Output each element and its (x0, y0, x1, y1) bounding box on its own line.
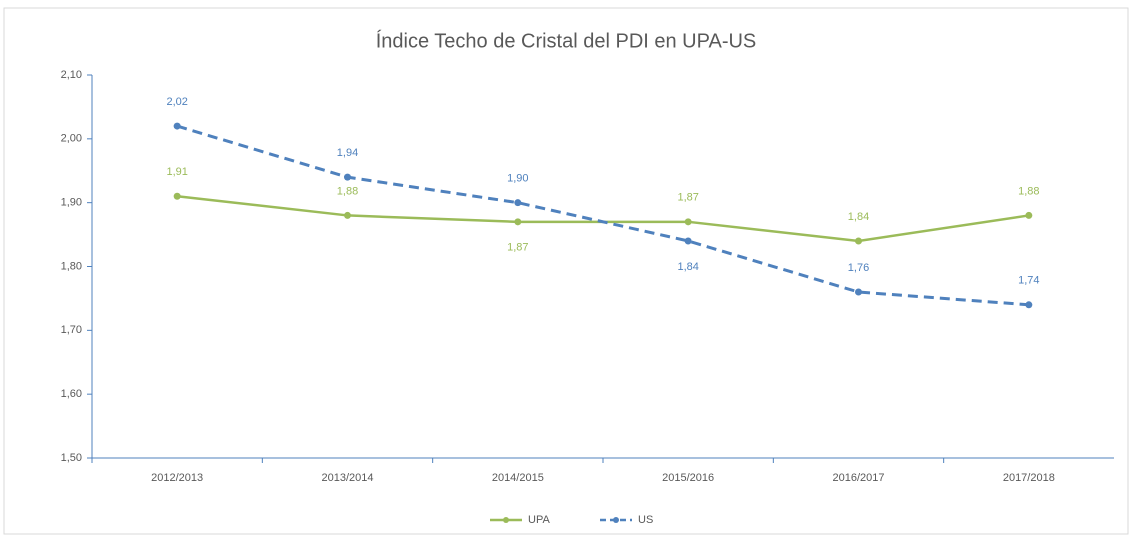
point (344, 211, 351, 219)
point (1025, 211, 1033, 219)
y-tick-label: 1,90 (61, 197, 82, 209)
value-label: 1,76 (848, 262, 869, 274)
x-tick-label: 2014/2015 (492, 472, 544, 484)
x-tick-label: 2015/2016 (662, 472, 714, 484)
legend-label: US (638, 514, 653, 526)
value-label: 1,90 (507, 173, 528, 185)
y-tick-label: 1,70 (61, 324, 82, 336)
legend-marker (503, 517, 509, 523)
y-tick-label: 2,00 (61, 133, 82, 145)
value-label: 1,87 (677, 192, 698, 204)
y-tick-label: 1,60 (61, 388, 82, 400)
value-label: 1,88 (337, 185, 358, 197)
value-label: 1,84 (677, 261, 698, 273)
x-tick-label: 2016/2017 (833, 472, 885, 484)
value-label: 2,02 (166, 96, 187, 108)
x-tick-label: 2017/2018 (1003, 472, 1055, 484)
legend-marker (613, 517, 619, 523)
point (514, 199, 522, 207)
point (855, 237, 862, 245)
series-line (176, 124, 1029, 307)
point (684, 237, 692, 245)
value-label: 1,87 (507, 242, 528, 254)
point (684, 218, 692, 226)
chart-title: Índice Techo de Cristal del PDI en UPA-U… (376, 29, 757, 52)
y-tick-label: 1,80 (61, 260, 82, 272)
x-tick-label: 2013/2014 (322, 472, 374, 484)
value-label: 1,74 (1018, 275, 1039, 287)
point (173, 122, 181, 130)
x-tick-label: 2012/2013 (151, 472, 203, 484)
point (173, 192, 181, 200)
legend-label: UPA (528, 514, 550, 526)
point (855, 288, 862, 296)
point (344, 173, 351, 181)
y-tick-label: 2,10 (61, 69, 82, 81)
value-label: 1,88 (1018, 185, 1039, 197)
value-label: 1,91 (166, 166, 187, 178)
value-label: 1,84 (848, 211, 869, 223)
point (1025, 301, 1033, 309)
value-label: 1,94 (337, 147, 358, 159)
point (514, 218, 522, 226)
y-tick-label: 1,50 (61, 452, 82, 464)
chart-border (3, 7, 1129, 535)
